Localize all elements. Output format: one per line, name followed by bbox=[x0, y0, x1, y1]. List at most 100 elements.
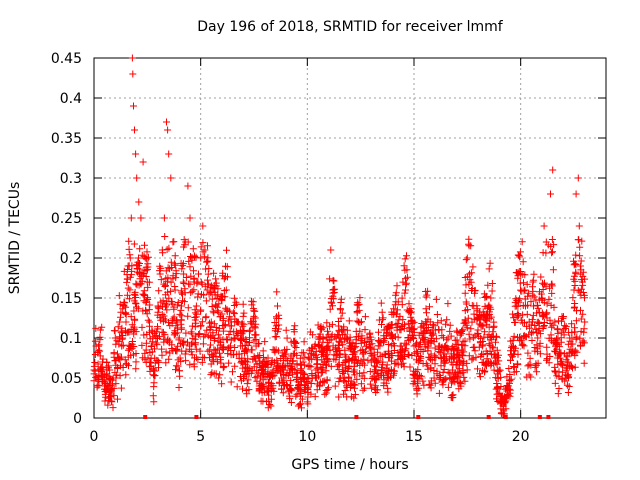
data-point bbox=[282, 326, 290, 334]
data-point bbox=[96, 347, 104, 355]
data-point bbox=[427, 364, 435, 372]
data-point bbox=[505, 376, 513, 384]
data-point bbox=[515, 252, 523, 259]
data-point bbox=[179, 278, 187, 286]
data-point bbox=[580, 325, 588, 333]
data-point bbox=[479, 322, 487, 330]
data-point bbox=[558, 317, 565, 325]
data-point bbox=[420, 381, 428, 389]
data-point bbox=[90, 362, 98, 370]
data-point bbox=[132, 150, 140, 158]
data-point bbox=[221, 273, 229, 281]
data-point bbox=[144, 316, 152, 324]
data-point bbox=[212, 349, 220, 357]
data-point bbox=[347, 393, 355, 401]
data-point bbox=[134, 258, 142, 266]
data-point bbox=[103, 372, 110, 380]
data-point bbox=[179, 290, 186, 298]
data-point bbox=[294, 384, 302, 392]
data-point bbox=[184, 182, 192, 190]
data-point bbox=[140, 291, 148, 299]
data-point bbox=[239, 312, 247, 320]
data-point bbox=[222, 304, 230, 312]
data-point bbox=[492, 374, 500, 382]
data-point bbox=[481, 368, 488, 376]
data-point bbox=[101, 397, 109, 405]
data-point bbox=[372, 389, 380, 396]
data-point bbox=[401, 339, 409, 347]
data-point bbox=[453, 327, 461, 335]
data-point bbox=[311, 351, 319, 359]
data-point bbox=[551, 318, 559, 326]
data-point bbox=[396, 342, 404, 350]
data-point bbox=[400, 262, 408, 270]
data-point bbox=[340, 390, 347, 398]
data-point bbox=[293, 360, 301, 368]
data-point bbox=[384, 388, 392, 396]
data-point bbox=[175, 367, 183, 375]
data-point bbox=[529, 278, 537, 286]
data-point bbox=[426, 381, 434, 389]
data-point bbox=[529, 291, 537, 299]
data-point bbox=[330, 355, 338, 363]
data-point bbox=[172, 322, 180, 330]
data-point bbox=[191, 314, 199, 321]
data-point bbox=[448, 392, 456, 399]
data-point bbox=[110, 392, 118, 400]
data-point bbox=[203, 286, 211, 294]
data-point bbox=[540, 319, 548, 326]
data-point bbox=[196, 347, 204, 355]
data-point bbox=[334, 341, 342, 349]
data-point bbox=[287, 399, 295, 406]
data-point bbox=[217, 359, 225, 367]
data-point bbox=[405, 300, 413, 308]
data-point bbox=[122, 360, 130, 368]
data-point bbox=[419, 322, 427, 330]
data-point bbox=[368, 349, 376, 357]
x-tick-label: 0 bbox=[90, 429, 99, 445]
data-point bbox=[408, 324, 416, 332]
data-point bbox=[241, 349, 248, 357]
data-point bbox=[562, 366, 570, 374]
data-point bbox=[461, 307, 469, 315]
data-point bbox=[505, 365, 513, 372]
data-point bbox=[119, 341, 127, 349]
data-point bbox=[425, 380, 433, 388]
data-point bbox=[165, 244, 173, 252]
data-point bbox=[312, 347, 320, 355]
data-point bbox=[298, 404, 305, 412]
data-point bbox=[442, 320, 450, 328]
data-point bbox=[419, 348, 427, 355]
data-point bbox=[568, 320, 576, 328]
data-point bbox=[127, 351, 135, 359]
x-tick-label: 20 bbox=[512, 429, 530, 445]
data-point bbox=[283, 382, 291, 390]
data-point bbox=[117, 329, 125, 337]
data-point bbox=[335, 361, 343, 369]
data-point bbox=[408, 331, 416, 339]
data-point bbox=[167, 287, 175, 295]
data-point bbox=[435, 389, 443, 397]
data-point bbox=[557, 338, 565, 346]
data-point bbox=[227, 347, 235, 354]
data-point bbox=[230, 294, 238, 302]
data-point bbox=[417, 354, 425, 362]
data-point bbox=[416, 372, 423, 379]
data-point bbox=[353, 309, 361, 317]
data-point bbox=[232, 298, 240, 306]
data-point bbox=[433, 311, 441, 318]
data-point bbox=[481, 316, 489, 324]
data-point bbox=[124, 284, 132, 292]
data-point bbox=[297, 365, 305, 373]
data-point bbox=[111, 369, 119, 377]
data-point bbox=[412, 341, 420, 349]
data-point bbox=[469, 344, 477, 351]
data-point bbox=[155, 305, 163, 313]
data-point bbox=[571, 363, 579, 371]
data-point bbox=[274, 367, 282, 375]
data-point bbox=[461, 289, 469, 297]
data-point bbox=[329, 276, 337, 284]
data-point bbox=[399, 278, 407, 286]
data-point bbox=[453, 328, 461, 336]
data-point bbox=[561, 377, 569, 385]
